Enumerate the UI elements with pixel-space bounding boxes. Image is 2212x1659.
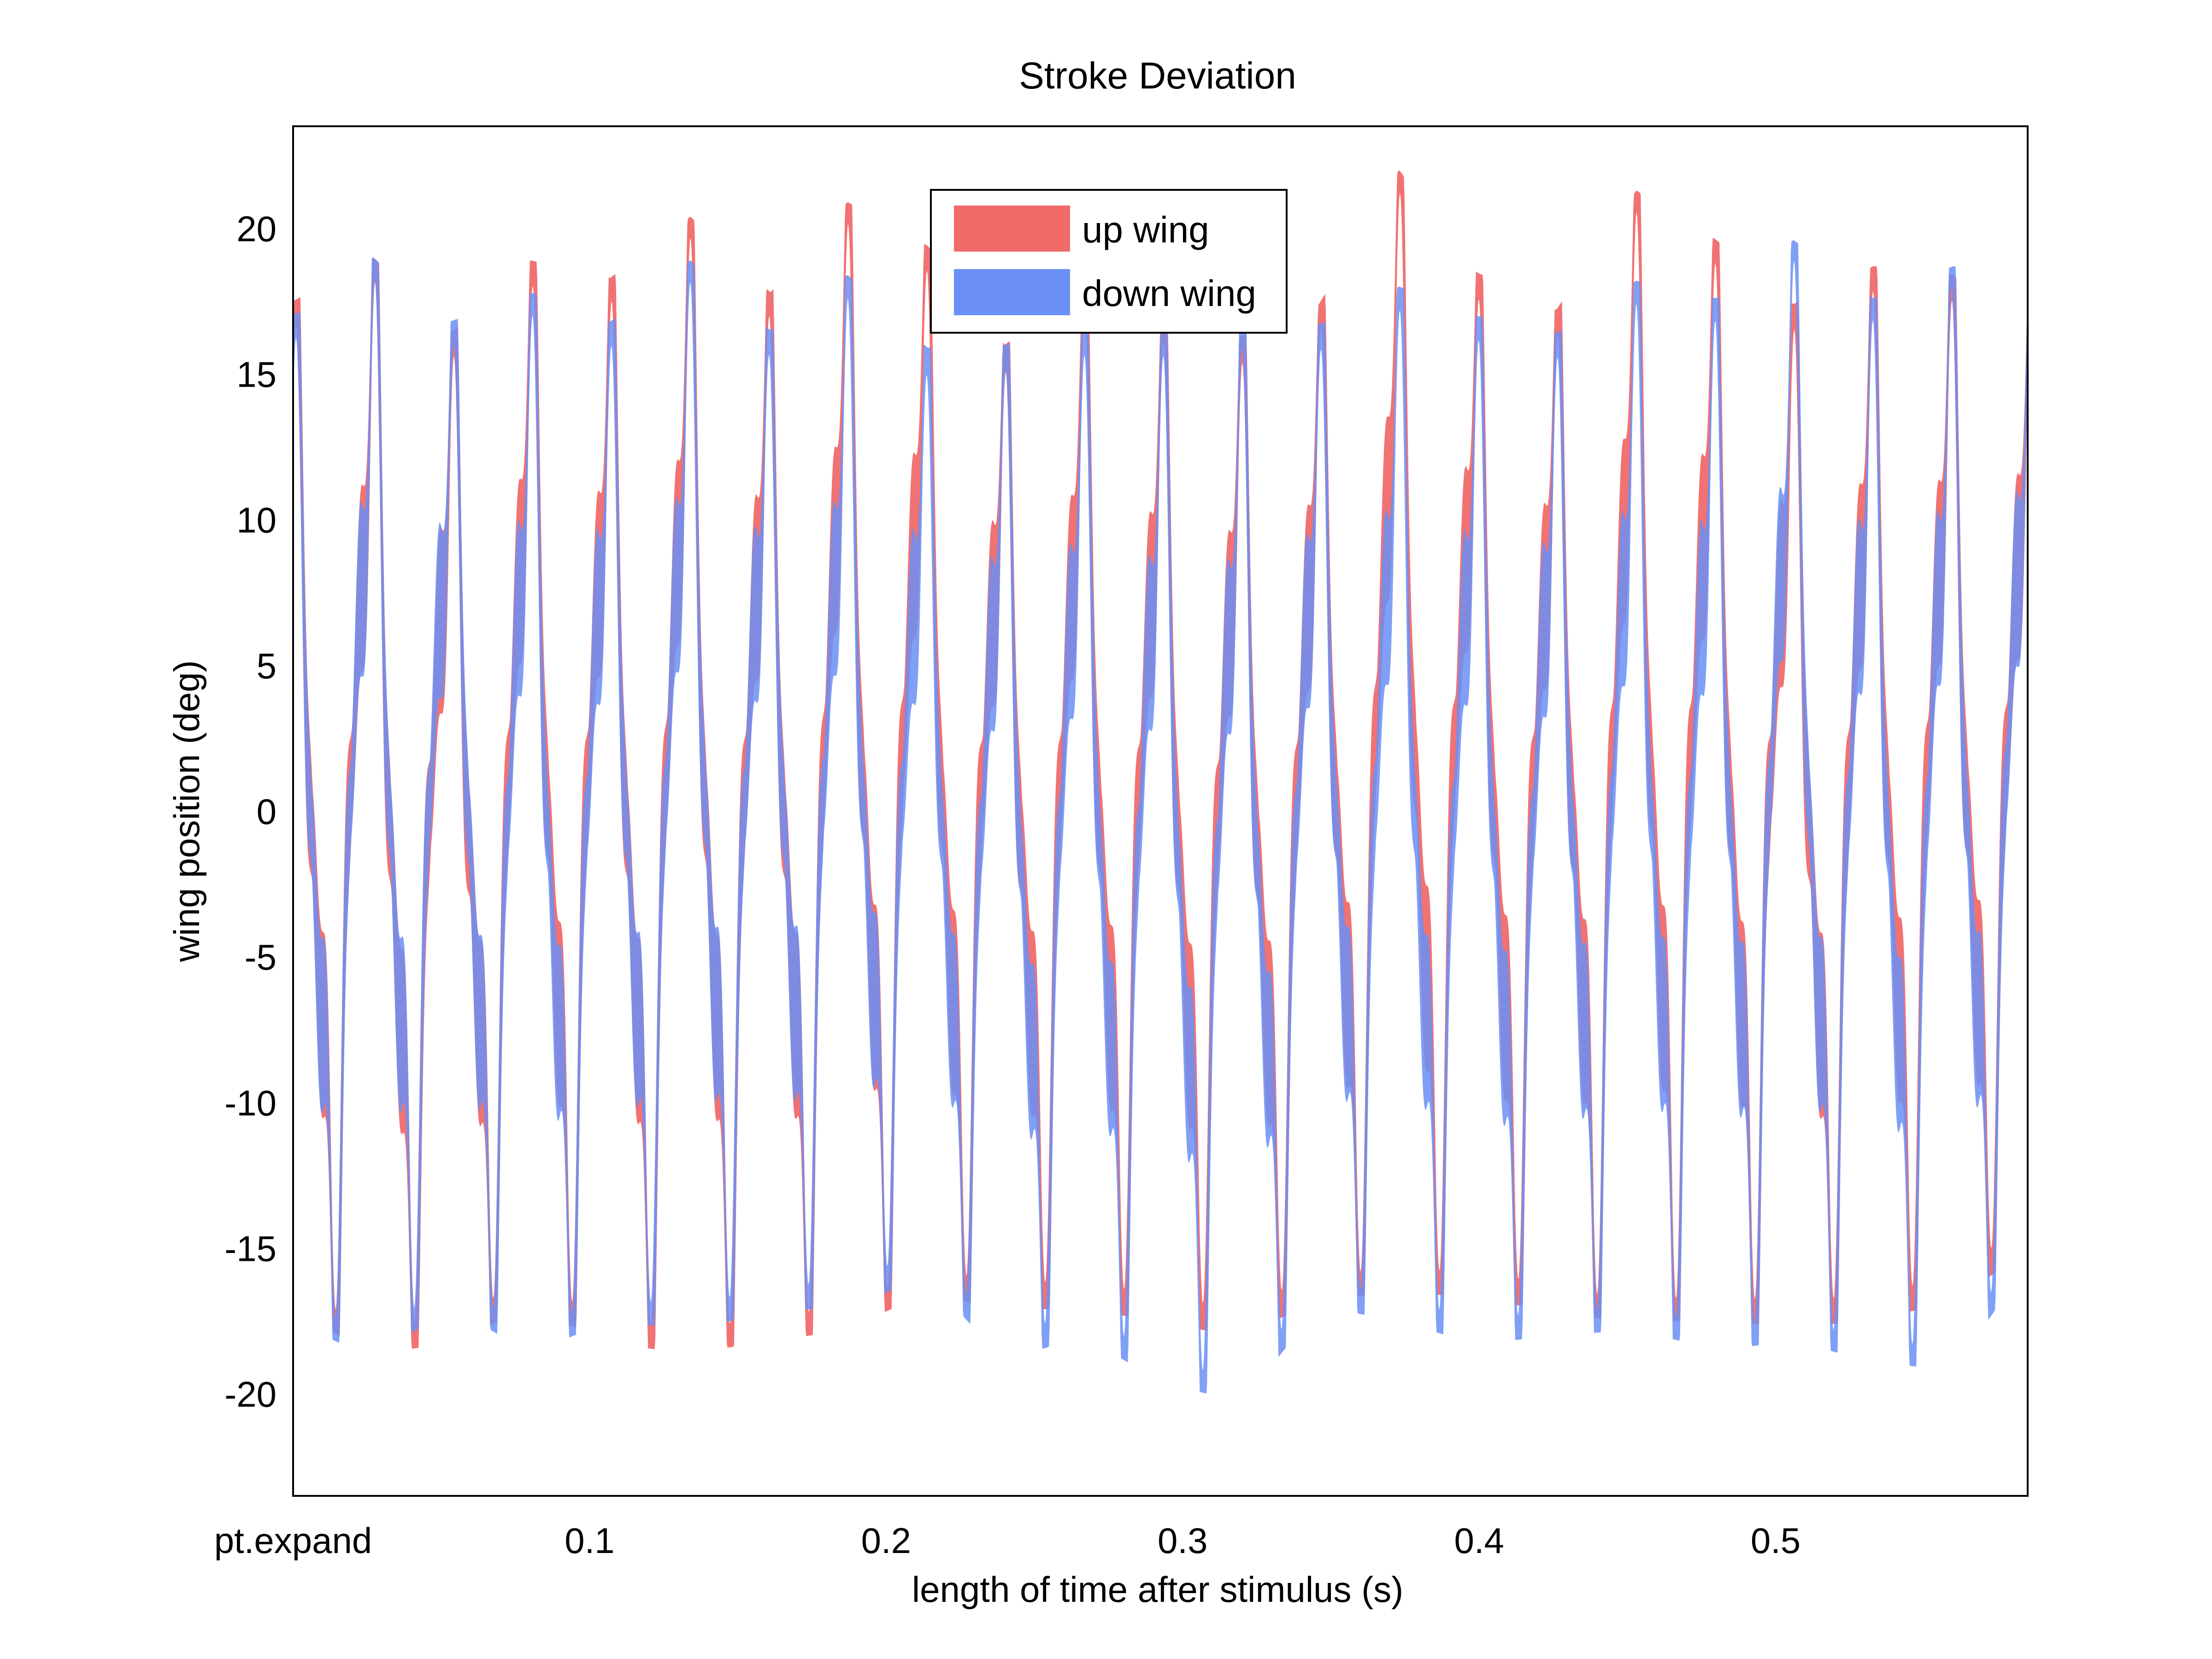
- y-axis-ticks: 20 15 10 5 0 -5 -10 -15 -20: [224, 208, 276, 1414]
- x-tick-label: 0.4: [1454, 1520, 1504, 1561]
- y-tick-label: -15: [224, 1229, 276, 1269]
- y-tick-label: -5: [245, 937, 276, 977]
- y-axis-label: wing position (deg): [166, 660, 207, 963]
- plot-area-frame: [292, 125, 2029, 1497]
- legend-label-down-wing: down wing: [1082, 273, 1256, 314]
- x-tick-label: 0.2: [861, 1520, 911, 1561]
- x-tick-label: 0.5: [1751, 1520, 1800, 1561]
- x-axis-ticks: pt.expand 0.1 0.2 0.3 0.4 0.5: [214, 1520, 1801, 1561]
- legend-swatch-up-wing: [954, 206, 1070, 252]
- series-layer: [293, 170, 2028, 1394]
- x-tick-label: 0.3: [1158, 1520, 1207, 1561]
- y-tick-label: 0: [257, 791, 276, 832]
- x-tick-label: 0.1: [565, 1520, 614, 1561]
- x-axis-label: length of time after stimulus (s): [912, 1569, 1403, 1610]
- legend: up wing down wing: [930, 189, 1288, 334]
- chart-title: Stroke Deviation: [1019, 55, 1296, 97]
- y-tick-label: 5: [257, 646, 276, 686]
- y-tick-label: -20: [224, 1374, 276, 1415]
- y-tick-label: 10: [236, 500, 276, 541]
- y-tick-label: 15: [236, 354, 276, 394]
- y-tick-label: -10: [224, 1082, 276, 1123]
- legend-swatch-down-wing: [954, 269, 1070, 315]
- y-tick-label: 20: [236, 208, 276, 249]
- legend-label-up-wing: up wing: [1082, 209, 1209, 250]
- x-tick-label: pt.expand: [214, 1520, 372, 1561]
